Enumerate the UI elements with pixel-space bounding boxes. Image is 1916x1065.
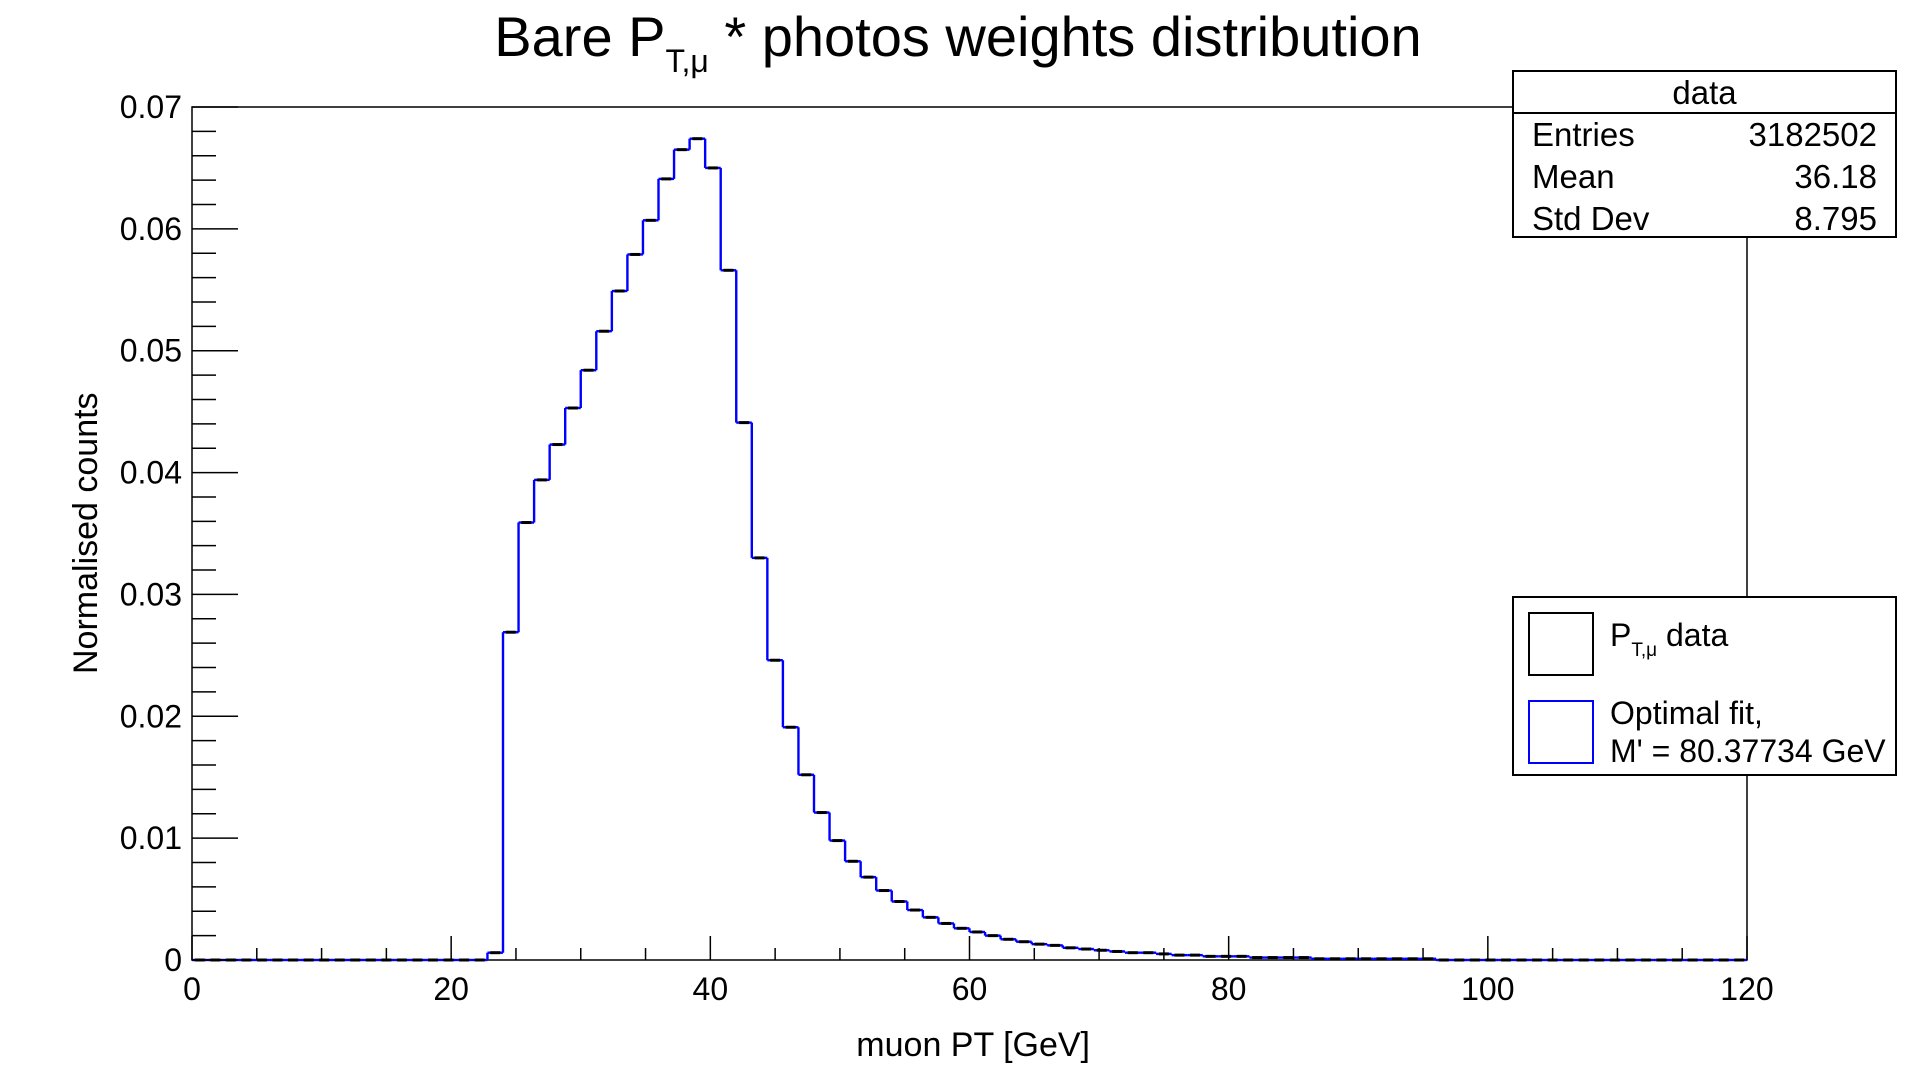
histogram-bin xyxy=(705,166,722,271)
title-rest: * photos weights distribution xyxy=(708,5,1422,68)
histogram-bin xyxy=(1047,943,1065,948)
title-main: Bare P xyxy=(494,5,666,68)
histogram-bin xyxy=(985,934,1002,940)
legend-fit-label-line2: M' = 80.37734 GeV xyxy=(1610,733,1886,769)
histogram-bin xyxy=(658,149,676,181)
legend: PT,μ data Optimal fit, M' = 80.37734 GeV xyxy=(1512,596,1897,776)
histogram-bin xyxy=(611,254,629,293)
chart-title: Bare PT,μ * photos weights distribution xyxy=(0,4,1916,79)
stats-std-label: Std Dev xyxy=(1532,200,1650,237)
histogram-bin xyxy=(1296,956,1313,960)
histogram-bin xyxy=(689,137,707,168)
histogram-bin xyxy=(922,915,940,924)
y-tick-label: 0.01 xyxy=(120,820,182,856)
histogram-bin xyxy=(751,556,769,661)
histogram-bin xyxy=(627,220,645,256)
histogram-bin xyxy=(534,444,551,482)
y-tick-label: 0.04 xyxy=(120,455,182,491)
stats-std-value: 8.795 xyxy=(1794,200,1877,237)
x-tick-label: 120 xyxy=(1720,971,1773,1007)
histogram-bin xyxy=(782,725,800,775)
histogram-bin xyxy=(1109,949,1127,953)
histogram-bin xyxy=(938,921,956,929)
stats-row-entries: Entries 3182502 xyxy=(1514,114,1895,156)
histogram-bin xyxy=(642,178,660,222)
legend-data-label-main: P xyxy=(1610,617,1632,653)
histogram-bin xyxy=(798,773,816,813)
y-tick-label: 0.05 xyxy=(120,333,182,369)
y-tick-label: 0.07 xyxy=(120,89,182,125)
legend-data-label: PT,μ data xyxy=(1610,616,1729,661)
histogram-bin xyxy=(907,908,925,918)
title-subscript: T,μ xyxy=(665,43,709,79)
y-tick-label: 0.03 xyxy=(120,576,182,612)
x-tick-label: 20 xyxy=(433,971,469,1007)
y-axis-ticks: 0 0.01 0.02 0.03 0.04 0.05 0.06 0.07 xyxy=(120,89,238,978)
y-axis-label: Normalised counts xyxy=(67,392,105,674)
histogram-bin xyxy=(471,952,489,962)
stats-entries-label: Entries xyxy=(1532,116,1635,153)
x-axis-ticks: 0 20 40 60 80 100 120 xyxy=(183,936,1774,1007)
histogram-series xyxy=(192,137,1747,962)
legend-data-swatch xyxy=(1528,612,1594,676)
legend-data-label-rest: data xyxy=(1657,617,1729,653)
x-tick-label: 60 xyxy=(952,971,988,1007)
stats-entries-value: 3182502 xyxy=(1748,116,1877,153)
stats-header: data xyxy=(1514,72,1895,114)
y-tick-label: 0 xyxy=(164,942,182,978)
histogram-bin xyxy=(1078,947,1096,951)
stats-box: data Entries 3182502 Mean 36.18 Std Dev … xyxy=(1512,70,1897,238)
histogram-bin xyxy=(1016,940,1033,945)
stats-mean-label: Mean xyxy=(1532,158,1615,195)
histogram-bin xyxy=(549,407,567,447)
stats-row-std: Std Dev 8.795 xyxy=(1514,198,1895,240)
histogram-bin xyxy=(953,926,971,932)
histogram-bin xyxy=(845,859,862,878)
histogram-bin xyxy=(969,930,987,936)
histogram-bin xyxy=(876,889,893,902)
legend-fit-label-line1: Optimal fit, xyxy=(1610,695,1763,731)
x-tick-label: 0 xyxy=(183,971,201,1007)
histogram-bin xyxy=(1093,948,1111,952)
histogram-bin xyxy=(674,138,691,152)
histogram-bin xyxy=(1031,942,1049,946)
histogram-bin xyxy=(1233,954,1251,958)
histogram-bin xyxy=(720,268,738,423)
histogram-bin xyxy=(1062,946,1080,950)
histogram-bin xyxy=(1000,937,1018,942)
x-tick-label: 100 xyxy=(1461,971,1514,1007)
histogram-bin xyxy=(1140,951,1158,955)
histogram-bin xyxy=(860,875,878,891)
x-axis-label: muon PT [GeV] xyxy=(856,1026,1090,1064)
stats-mean-value: 36.18 xyxy=(1794,158,1877,195)
y-tick-label: 0.02 xyxy=(120,698,182,734)
histogram-bin xyxy=(487,632,505,955)
histogram-bin xyxy=(503,522,520,634)
legend-fit-swatch xyxy=(1528,700,1594,764)
stats-row-mean: Mean 36.18 xyxy=(1514,156,1895,198)
histogram-bin xyxy=(814,811,831,841)
y-tick-label: 0.06 xyxy=(120,211,182,247)
x-tick-label: 40 xyxy=(693,971,729,1007)
histogram-bin xyxy=(565,370,582,410)
histogram-bin xyxy=(829,839,847,862)
legend-data-label-sub: T,μ xyxy=(1631,640,1658,661)
x-tick-label: 80 xyxy=(1211,971,1247,1007)
histogram-bin xyxy=(891,900,909,911)
histogram-bin xyxy=(518,479,536,525)
histogram-bin xyxy=(580,331,598,372)
histogram-bin xyxy=(1187,953,1204,957)
histogram-bin xyxy=(767,658,785,728)
histogram-bin xyxy=(596,291,614,333)
histogram-bin xyxy=(736,421,753,558)
